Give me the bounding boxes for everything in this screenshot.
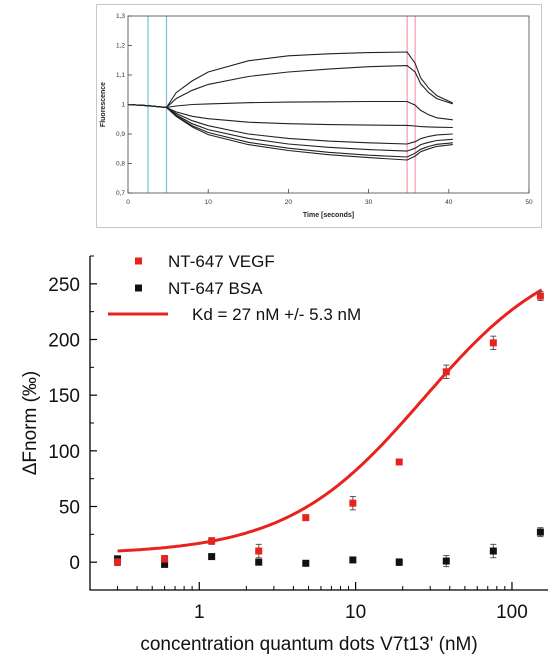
trace-line: [127, 65, 453, 109]
fit-curve-line: [117, 288, 543, 553]
legend-marker: [135, 284, 142, 292]
y-tick-label: 1,2: [116, 43, 125, 50]
x-tick-label: 10: [205, 199, 213, 206]
y-tick-label: 250: [48, 275, 80, 296]
trace-line: [127, 51, 454, 109]
y-tick-label: 0,7: [116, 190, 125, 197]
data-point: [161, 555, 169, 563]
data-point: [536, 292, 544, 300]
trace-line: [127, 100, 453, 121]
fluorescence-chart: 0 10 20 30 40 50 0,7 0,8 0,9 1 1,1 1,2 1,3 Time [seco…: [96, 4, 542, 228]
x-axis-label: concentration quantum dots V7t13' (nM): [140, 634, 477, 655]
x-tick-label: 100: [496, 602, 528, 623]
trace-line: [127, 103, 453, 161]
y-tick-label: 0: [69, 553, 80, 574]
binding-chart: 0 50 100 150 200 250 1 10 100 concentration quant…: [20, 252, 548, 655]
legend-marker: [135, 257, 142, 265]
data-point: [442, 557, 450, 565]
y-tick-label: 100: [48, 442, 80, 463]
y-tick-label: 1: [121, 102, 125, 109]
legend-label: Kd = 27 nM +/- 5.3 nM: [192, 305, 361, 324]
data-point: [114, 558, 122, 566]
x-axis-label: Time [seconds]: [303, 212, 354, 219]
chart-frame: [96, 4, 542, 228]
x-tick-label: 0: [126, 199, 130, 206]
data-point: [395, 458, 403, 466]
data-point: [208, 537, 216, 545]
legend-label: NT-647 VEGF: [168, 252, 275, 271]
y-tick-label: 1,1: [116, 72, 125, 79]
y-tick-label: 150: [48, 386, 80, 407]
x-tick-label: 10: [345, 602, 366, 623]
y-tick-label: 1,3: [116, 13, 125, 20]
data-point: [349, 499, 357, 507]
y-axis-label: ΔFnorm (‰): [20, 371, 41, 476]
x-tick-label: 20: [285, 199, 293, 206]
data-point: [161, 560, 169, 568]
y-axis-label: Fluorescence: [100, 82, 107, 127]
data-point: [536, 528, 544, 536]
data-point: [302, 559, 310, 567]
data-point: [442, 368, 450, 376]
data-point: [489, 547, 497, 555]
legend-label: NT-647 BSA: [168, 279, 263, 298]
data-point: [208, 553, 216, 561]
data-point: [255, 558, 263, 566]
y-tick-label: 0,9: [116, 131, 125, 138]
x-tick-label: 50: [525, 199, 533, 206]
y-tick-label: 50: [59, 498, 80, 519]
data-point: [349, 556, 357, 564]
data-point: [255, 547, 263, 555]
x-tick-label: 40: [445, 199, 453, 206]
data-point: [302, 514, 310, 522]
x-tick-label: 30: [365, 199, 373, 206]
trace-line: [127, 103, 453, 129]
y-tick-label: 0,8: [116, 161, 125, 168]
x-tick-label: 1: [194, 602, 205, 623]
data-point: [489, 339, 497, 347]
y-tick-label: 200: [48, 331, 80, 352]
trace-line: [127, 103, 453, 145]
data-point: [395, 558, 403, 566]
